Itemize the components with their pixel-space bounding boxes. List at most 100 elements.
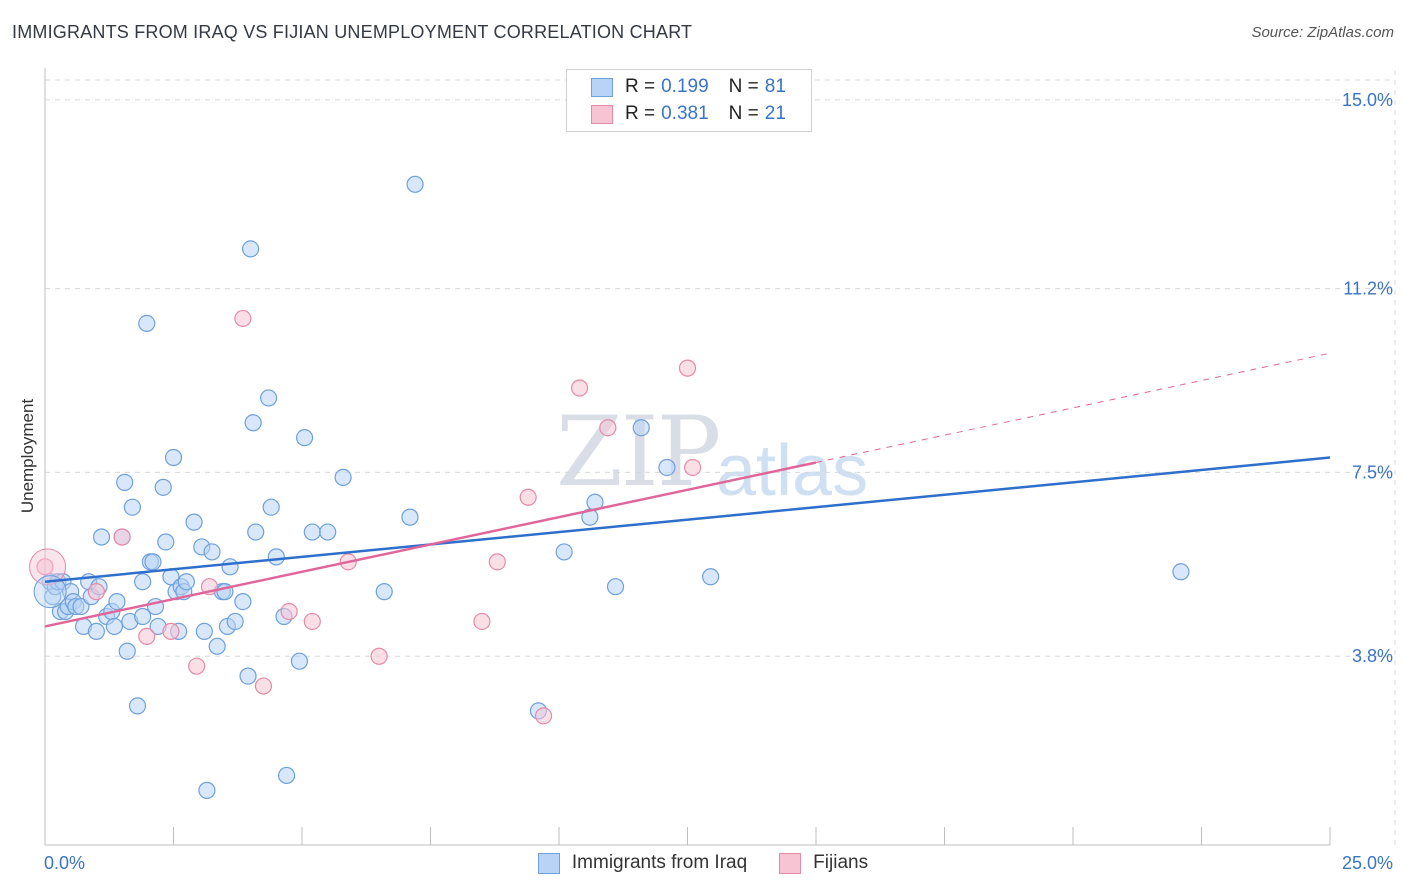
iraq-point (177, 573, 195, 591)
watermark-atlas: atlas (716, 431, 869, 511)
iraq-point (244, 414, 262, 432)
iraq-point (401, 508, 419, 526)
legend-n-value: 21 (764, 103, 786, 124)
fijian-point (519, 488, 537, 506)
iraq-cluster-point (33, 575, 67, 609)
iraq-point (157, 533, 175, 551)
fijian-point (370, 647, 388, 665)
legend-r-label: R = (625, 103, 656, 124)
iraq-point (259, 389, 278, 407)
iraq-point (134, 573, 152, 591)
fijian-point (678, 359, 697, 377)
iraq-point (92, 528, 111, 546)
iraq-point (138, 314, 156, 333)
series-legend-iraq[interactable]: Immigrants from Iraq (537, 852, 747, 874)
tick-labels: 3.8% 7.5% 11.2% 15.0% 0.0% 25.0% (44, 90, 1393, 873)
iraq-point (185, 513, 203, 531)
fijian-point (87, 583, 106, 601)
iraq-point (303, 523, 321, 541)
fijian-point (303, 612, 321, 631)
legend-row-iraq: R = 0.199 N = 81 (591, 76, 786, 98)
iraq-point (406, 175, 424, 193)
fijian-point (36, 558, 54, 576)
iraq-point (262, 498, 280, 516)
iraq-point (375, 583, 393, 601)
iraq-point (118, 642, 136, 660)
fijian-point (684, 458, 702, 477)
iraq-point (203, 543, 221, 561)
iraq-point (144, 553, 162, 571)
fijian-point (534, 707, 553, 725)
iraq-point (164, 448, 183, 467)
x-tick-label: 25.0% (1342, 853, 1393, 873)
source-label: Source: ZipAtlas.com (1251, 24, 1394, 41)
fijian-point (570, 379, 589, 397)
legend-r-label: R = (625, 76, 656, 97)
iraq-point (606, 578, 625, 596)
iraq-point (334, 468, 352, 487)
data-points (29, 175, 1190, 799)
fijian-point (162, 622, 180, 640)
iraq-point (234, 592, 252, 611)
legend-n-value: 81 (764, 76, 786, 97)
series-swatch-fijians (779, 852, 802, 874)
iraq-point (105, 617, 123, 636)
y-tick-label: 15.0% (1342, 90, 1393, 110)
iraq-point (134, 607, 152, 626)
fijian-trendline-extension (815, 352, 1331, 463)
legend-swatch-fijians (591, 104, 613, 124)
iraq-point (154, 478, 172, 496)
series-legend: Immigrants from Iraq Fijians (0, 852, 1406, 874)
legend-n-label: N = (728, 103, 759, 124)
iraq-point (632, 419, 650, 437)
iraq-point (108, 592, 126, 611)
legend-r-value: 0.381 (661, 103, 709, 124)
iraq-point (87, 622, 106, 640)
iraq-point (555, 543, 573, 561)
fijian-point (280, 602, 298, 621)
y-tick-label: 3.8% (1352, 646, 1393, 666)
series-legend-fijians[interactable]: Fijians (779, 852, 868, 874)
legend-swatch-iraq (591, 77, 613, 97)
y-tick-label: 7.5% (1352, 462, 1393, 482)
fijian-point (599, 419, 617, 437)
fijian-point (138, 627, 156, 645)
iraq-point (116, 473, 134, 491)
fijian-trendline (44, 461, 817, 628)
fijian-point (113, 528, 131, 546)
iraq-point (208, 637, 226, 655)
fijian-point (254, 677, 273, 695)
grid-lines (45, 70, 1396, 845)
iraq-point (319, 523, 337, 541)
iraq-point (267, 548, 285, 566)
iraq-point (123, 498, 141, 516)
iraq-point (128, 697, 147, 715)
fijian-cluster-point (29, 548, 67, 586)
legend-r-value: 0.199 (661, 76, 709, 97)
iraq-point (195, 622, 213, 640)
trendlines (44, 352, 1331, 628)
iraq-point (290, 652, 309, 670)
iraq-point (1172, 563, 1190, 581)
iraq-point (277, 766, 296, 785)
iraq-point (702, 568, 720, 586)
iraq-point (658, 458, 676, 477)
axes (44, 68, 1331, 846)
iraq-point (581, 508, 599, 526)
fijian-point (473, 612, 491, 631)
iraq-point (242, 240, 260, 258)
y-tick-label: 11.2% (1343, 279, 1393, 299)
fijian-point (488, 553, 506, 571)
fijian-point (188, 657, 206, 675)
legend-n-label: N = (728, 76, 759, 97)
iraq-point (221, 558, 239, 576)
iraq-trendline (44, 456, 1331, 583)
iraq-point (226, 612, 244, 631)
iraq-point (295, 429, 314, 447)
iraq-point (247, 523, 265, 541)
x-tick-label: 0.0% (44, 853, 85, 873)
iraq-point (72, 597, 90, 616)
series-label-fijians: Fijians (813, 852, 869, 873)
legend-row-fijians: R = 0.381 N = 21 (591, 103, 786, 125)
